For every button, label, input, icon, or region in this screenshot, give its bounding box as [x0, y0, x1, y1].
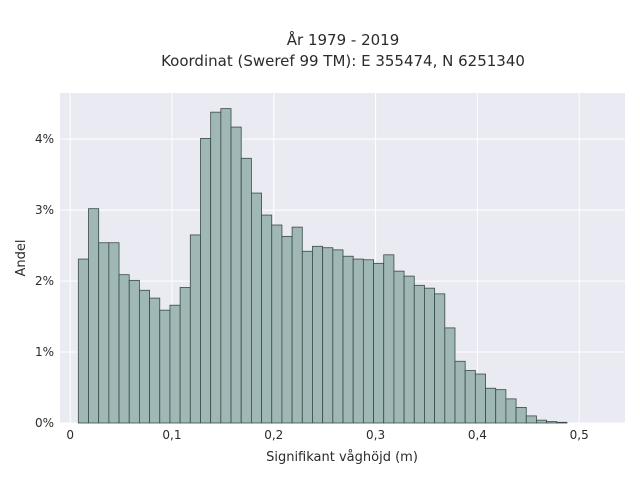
histogram-bar [261, 214, 273, 424]
histogram-bar [495, 389, 507, 424]
histogram-bar [98, 242, 110, 424]
x-tick-label: 0 [66, 428, 74, 442]
histogram-bar [179, 287, 191, 424]
bars [77, 108, 568, 424]
x-tick-label: 0,2 [264, 428, 283, 442]
histogram-bar [322, 247, 334, 424]
histogram-bar [77, 258, 89, 424]
y-tick-label: 1% [35, 345, 54, 359]
histogram-bar [128, 279, 140, 424]
x-axis-label: Signifikant våghöjd (m) [266, 450, 418, 465]
histogram-bar [159, 309, 171, 424]
chart-title-line-1: År 1979 - 2019 [287, 30, 400, 49]
y-tick-label: 4% [35, 132, 54, 146]
y-tick-label: 0% [35, 416, 54, 430]
histogram-bar [240, 157, 252, 424]
histogram-bar [403, 275, 415, 424]
histogram-bar [230, 126, 242, 424]
histogram-bar [312, 245, 324, 424]
histogram-bar [352, 258, 364, 424]
histogram-bar [291, 226, 303, 424]
histogram-bar [454, 360, 466, 424]
x-tick-label: 0,3 [366, 428, 385, 442]
histogram-bar [474, 373, 486, 424]
histogram-bar [108, 242, 120, 424]
histogram-bar [250, 192, 262, 424]
histogram-bar [149, 297, 161, 424]
histogram-bar [373, 262, 385, 424]
chart-title-line-2: Koordinat (Sweref 99 TM): E 355474, N 62… [161, 52, 525, 70]
histogram-bar [118, 274, 130, 424]
histogram-bar [505, 398, 517, 424]
histogram-bar [189, 234, 201, 424]
histogram-bar [434, 293, 446, 424]
histogram-bar [332, 249, 344, 424]
histogram-bar [546, 421, 558, 424]
histogram-bar [444, 327, 456, 424]
histogram-bar [220, 108, 232, 424]
y-tick-label: 2% [35, 274, 54, 288]
histogram-bar [88, 208, 100, 424]
histogram-bar [413, 284, 425, 424]
y-tick-label: 3% [35, 203, 54, 217]
histogram-bar [383, 254, 395, 424]
histogram-bar [169, 304, 181, 424]
histogram-bar [301, 250, 313, 424]
x-tick-label: 0,1 [162, 428, 181, 442]
y-axis-ticks: 0% 1% 2% 3% 4% [35, 132, 54, 430]
x-axis-ticks: 0 0,1 0,2 0,3 0,4 0,5 [66, 428, 588, 442]
histogram-bar [210, 111, 222, 424]
histogram-bar [271, 224, 283, 424]
histogram-bar [200, 138, 212, 424]
histogram-bar [525, 415, 537, 424]
histogram-bar [485, 387, 497, 424]
y-axis-label: Andel [14, 240, 29, 277]
x-tick-label: 0,4 [468, 428, 487, 442]
histogram-bar [515, 406, 527, 424]
histogram-bar [281, 235, 293, 424]
histogram-bar [393, 270, 405, 424]
histogram-bar [362, 259, 374, 424]
histogram-bar [424, 287, 436, 424]
histogram-bar [464, 370, 476, 424]
histogram-bar [536, 419, 548, 424]
histogram-bar [342, 255, 354, 424]
histogram-bar [139, 289, 150, 424]
x-tick-label: 0,5 [570, 428, 589, 442]
histogram-bar [556, 421, 568, 424]
